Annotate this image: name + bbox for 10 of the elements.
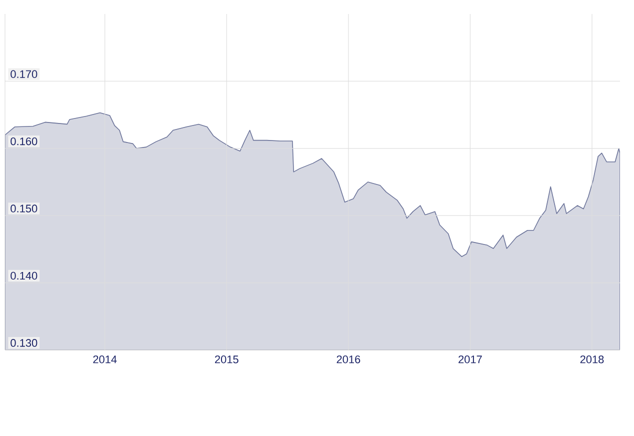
x-tick-label: 2017 (458, 356, 482, 364)
x-tick-label: 2018 (580, 356, 604, 364)
y-tick-label: 0.140 (10, 272, 38, 280)
y-tick-label: 0.160 (10, 137, 38, 146)
y-tick-label: 0.130 (10, 339, 38, 347)
y-tick-label: 0.170 (10, 70, 38, 78)
x-tick-label: 2016 (336, 356, 360, 364)
x-tick-label: 2015 (215, 356, 238, 364)
y-tick-label: 0.150 (10, 204, 38, 212)
x-tick-label: 2014 (93, 356, 117, 364)
